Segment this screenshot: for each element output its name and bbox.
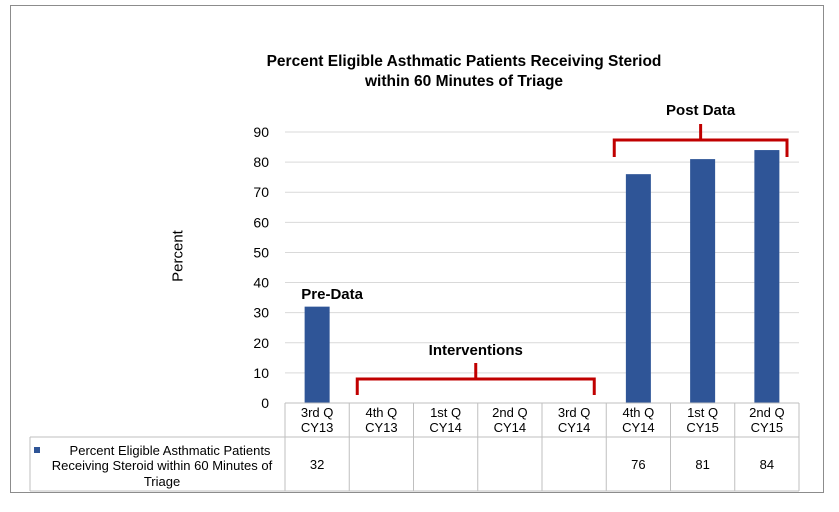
y-tick-label: 30 [253,305,269,321]
bar [690,159,716,403]
annotation-bracket [355,377,596,395]
y-tick-label: 50 [253,244,269,260]
bar [304,306,330,403]
y-tick-label: 70 [253,184,269,200]
legend-label-line1: Percent Eligible Asthmatic Patients [70,443,271,458]
data-table-value: 81 [695,457,709,472]
x-category-label-line2: CY14 [558,420,591,435]
legend-label-line2: Receiving Steroid within 60 Minutes of [52,458,273,473]
x-category-label-line1: 4th Q [622,405,654,420]
chart-title-line-1: Percent Eligible Asthmatic Patients Rece… [266,53,662,70]
y-tick-label: 80 [253,154,269,170]
x-category-label-line2: CY14 [494,420,527,435]
x-category-label-line1: 1st Q [430,405,461,420]
annotation-label: Interventions [429,342,523,359]
y-tick-label: 40 [253,275,269,291]
x-category-label-line1: 1st Q [687,405,718,420]
x-category-label-line2: CY13 [301,420,334,435]
x-category-label-line1: 4th Q [365,405,397,420]
x-category-label-line2: CY15 [686,420,719,435]
x-category-label-line2: CY14 [429,420,462,435]
x-category-label-line2: CY13 [365,420,398,435]
legend-label-line3: Triage [144,474,180,489]
annotation-label: Pre-Data [301,286,363,303]
x-category-label-line2: CY14 [622,420,655,435]
x-category-label-line1: 2nd Q [749,405,784,420]
y-tick-label: 90 [253,124,269,140]
y-tick-label: 0 [261,395,269,411]
x-category-label-line1: 3rd Q [301,405,334,420]
bar [754,150,780,403]
legend-swatch [34,447,40,453]
x-category-label-line2: CY15 [751,420,784,435]
y-tick-label: 60 [253,214,269,230]
data-table-value: 76 [631,457,645,472]
chart-title: Percent Eligible Asthmatic Patients Rece… [200,52,728,92]
data-table-value: 84 [760,457,774,472]
data-table-value: 32 [310,457,324,472]
chart-title-line-2: within 60 Minutes of Triage [364,73,564,90]
annotation-label: Post Data [666,102,736,119]
x-category-label-line1: 2nd Q [492,405,527,420]
chart-frame [10,5,824,493]
y-tick-label: 10 [253,365,269,381]
x-category-label-line1: 3rd Q [558,405,591,420]
bar [625,174,651,403]
y-tick-label: 20 [253,335,269,351]
